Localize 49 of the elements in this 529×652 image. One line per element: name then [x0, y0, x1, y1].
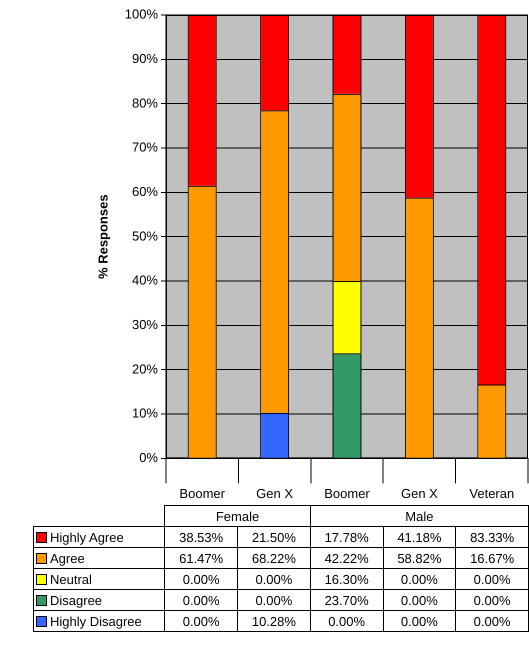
legend-label: Neutral	[34, 568, 165, 590]
data-label: 0.00%	[383, 610, 456, 632]
text: Female	[164, 506, 310, 526]
data-label: 10.28%	[238, 610, 310, 632]
y-tick-label: 50%	[132, 228, 158, 244]
y-tick-label: 60%	[132, 184, 158, 199]
data-label: 0.00%	[164, 590, 238, 610]
data-label: 23.70%	[310, 590, 383, 610]
data-label: 42.22%	[310, 548, 383, 568]
data-label: 0.00%	[456, 568, 528, 590]
data-label: 0.00%	[238, 568, 310, 590]
data-label: 0.00%	[164, 568, 238, 590]
y-tick-label: 90%	[132, 50, 158, 66]
legend-label: Disagree	[34, 590, 165, 610]
data-label: 17.78%	[310, 526, 383, 548]
data-label: 83.33%	[456, 526, 528, 548]
data-label: 0.00%	[164, 610, 238, 632]
y-axis-title: % Responses	[95, 194, 110, 279]
data-label: 68.22%	[238, 548, 310, 568]
y-tick-label: 70%	[132, 140, 158, 155]
data-label: 58.82%	[383, 548, 456, 568]
data-label: 0.00%	[310, 610, 383, 632]
legend-label: Highly Agree	[34, 526, 165, 548]
x-tick-label: Gen X	[400, 486, 438, 501]
x-tick-label: Boomer	[324, 486, 370, 501]
data-label: 0.00%	[456, 610, 528, 632]
y-tick-label: 100%	[124, 6, 158, 22]
x-tick-label: Gen X	[256, 486, 294, 501]
x-tick-label: Veteran	[469, 486, 514, 501]
data-label: 41.18%	[383, 526, 456, 548]
data-label: 21.50%	[238, 526, 310, 548]
data-label: 38.53%	[164, 526, 238, 548]
data-label: 16.30%	[310, 568, 383, 590]
data-label: 16.67%	[456, 548, 528, 568]
data-label: 0.00%	[383, 590, 456, 610]
data-label: 0.00%	[238, 590, 310, 610]
data-label: 0.00%	[456, 590, 528, 610]
legend-label: Highly Disagree	[34, 610, 165, 632]
y-tick-label: 30%	[132, 316, 158, 332]
legend-label: Agree	[34, 548, 165, 568]
y-tick-label: 40%	[132, 272, 158, 288]
text: Male	[310, 506, 528, 526]
y-tick-label: 10%	[132, 406, 158, 421]
y-tick-label: 20%	[132, 361, 158, 376]
y-tick-label: 0%	[139, 450, 158, 465]
x-tick-label: Boomer	[179, 486, 226, 501]
data-label: 0.00%	[383, 568, 456, 590]
y-tick-label: 80%	[132, 95, 158, 110]
data-label: 61.47%	[164, 548, 238, 568]
